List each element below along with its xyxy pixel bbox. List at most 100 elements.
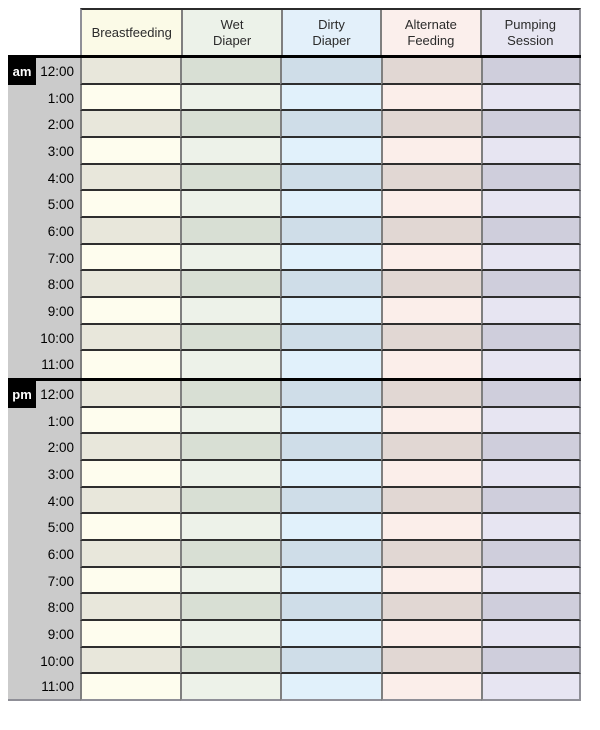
entry-cell — [480, 621, 581, 648]
entry-cell — [480, 514, 581, 542]
entry-cell — [280, 381, 381, 408]
time-label: 12:00 — [40, 386, 74, 402]
time-cell: 4:00 — [8, 487, 80, 515]
entry-cell — [480, 407, 581, 435]
time-cell: 3:00 — [8, 138, 80, 165]
entry-cell — [180, 298, 281, 325]
table-row: pm 12:00 — [8, 381, 581, 408]
entry-cell — [80, 674, 181, 702]
table-row: 2:00 — [8, 111, 581, 139]
time-cell: 8:00 — [8, 594, 80, 622]
entry-cell — [80, 218, 181, 245]
entry-cell — [280, 244, 381, 272]
time-cell: 7:00 — [8, 567, 80, 595]
entry-cell — [480, 84, 581, 112]
entry-cell — [280, 514, 381, 542]
table-row: 3:00 — [8, 138, 581, 165]
entry-cell — [80, 514, 181, 542]
time-label: 3:00 — [47, 143, 74, 159]
entry-cell — [380, 487, 481, 515]
entry-cell — [480, 244, 581, 272]
time-cell: 11:00 — [8, 674, 80, 702]
time-label: 7:00 — [47, 573, 74, 589]
entry-cell — [80, 271, 181, 299]
entry-cell — [380, 111, 481, 139]
table-row: 5:00 — [8, 514, 581, 542]
entry-cell — [480, 218, 581, 245]
time-label: 8:00 — [47, 600, 74, 616]
entry-cell — [380, 138, 481, 165]
time-cell: 9:00 — [8, 298, 80, 325]
entry-cell — [480, 594, 581, 622]
entry-cell — [380, 84, 481, 112]
table-row: 3:00 — [8, 461, 581, 488]
entry-cell — [380, 514, 481, 542]
table-row: 4:00 — [8, 487, 581, 515]
header-divider — [8, 55, 581, 58]
time-label: 6:00 — [47, 546, 74, 562]
entry-cell — [480, 647, 581, 675]
time-cell: 10:00 — [8, 647, 80, 675]
entry-cell — [380, 647, 481, 675]
table-row: 8:00 — [8, 594, 581, 622]
entry-cell — [380, 324, 481, 352]
time-cell: 5:00 — [8, 191, 80, 219]
time-cell: 7:00 — [8, 244, 80, 272]
entry-cell — [80, 191, 181, 219]
entry-cell — [180, 594, 281, 622]
entry-cell — [80, 138, 181, 165]
entry-cell — [480, 351, 581, 379]
entry-cell — [180, 647, 281, 675]
time-label: 4:00 — [47, 493, 74, 509]
entry-cell — [80, 324, 181, 352]
entry-cell — [180, 138, 281, 165]
entry-cell — [380, 674, 481, 702]
entry-cell — [280, 324, 381, 352]
entry-cell — [280, 567, 381, 595]
column-header-pumping-session: Pumping Session — [479, 10, 579, 55]
time-cell: pm 12:00 — [8, 381, 80, 408]
time-cell: 6:00 — [8, 218, 80, 245]
period-badge-pm: pm — [8, 381, 36, 408]
column-header-breastfeeding: Breastfeeding — [82, 10, 182, 55]
entry-cell — [180, 58, 281, 85]
entry-cell — [180, 111, 281, 139]
table-row: 2:00 — [8, 434, 581, 462]
entry-cell — [280, 621, 381, 648]
entry-cell — [280, 541, 381, 568]
entry-cell — [180, 271, 281, 299]
time-cell: 4:00 — [8, 164, 80, 192]
entry-cell — [480, 541, 581, 568]
entry-cell — [480, 674, 581, 702]
entry-cell — [180, 407, 281, 435]
entry-cell — [80, 58, 181, 85]
entry-cell — [180, 218, 281, 245]
entry-cell — [280, 407, 381, 435]
time-cell: 1:00 — [8, 407, 80, 435]
entry-cell — [280, 271, 381, 299]
entry-cell — [280, 434, 381, 462]
entry-cell — [280, 138, 381, 165]
entry-cell — [80, 621, 181, 648]
entry-cell — [280, 191, 381, 219]
entry-cell — [80, 594, 181, 622]
entry-cell — [480, 567, 581, 595]
entry-cell — [480, 271, 581, 299]
entry-cell — [480, 138, 581, 165]
entry-cell — [280, 84, 381, 112]
entry-cell — [280, 461, 381, 488]
entry-cell — [80, 567, 181, 595]
time-cell: 3:00 — [8, 461, 80, 488]
time-label: 9:00 — [47, 303, 74, 319]
section-am: am 12:00 1:00 2:00 3:00 4:00 5:00 6:00 7:00 8:00 9… — [8, 58, 581, 379]
column-header-alternate-feeding: Alternate Feeding — [380, 10, 480, 55]
entry-cell — [280, 111, 381, 139]
entry-cell — [480, 164, 581, 192]
entry-cell — [480, 111, 581, 139]
time-label: 10:00 — [40, 653, 74, 669]
entry-cell — [180, 191, 281, 219]
table-row: 4:00 — [8, 164, 581, 192]
tracking-table: Breastfeeding Wet Diaper Dirty Diaper Al… — [8, 8, 581, 702]
entry-cell — [380, 271, 481, 299]
